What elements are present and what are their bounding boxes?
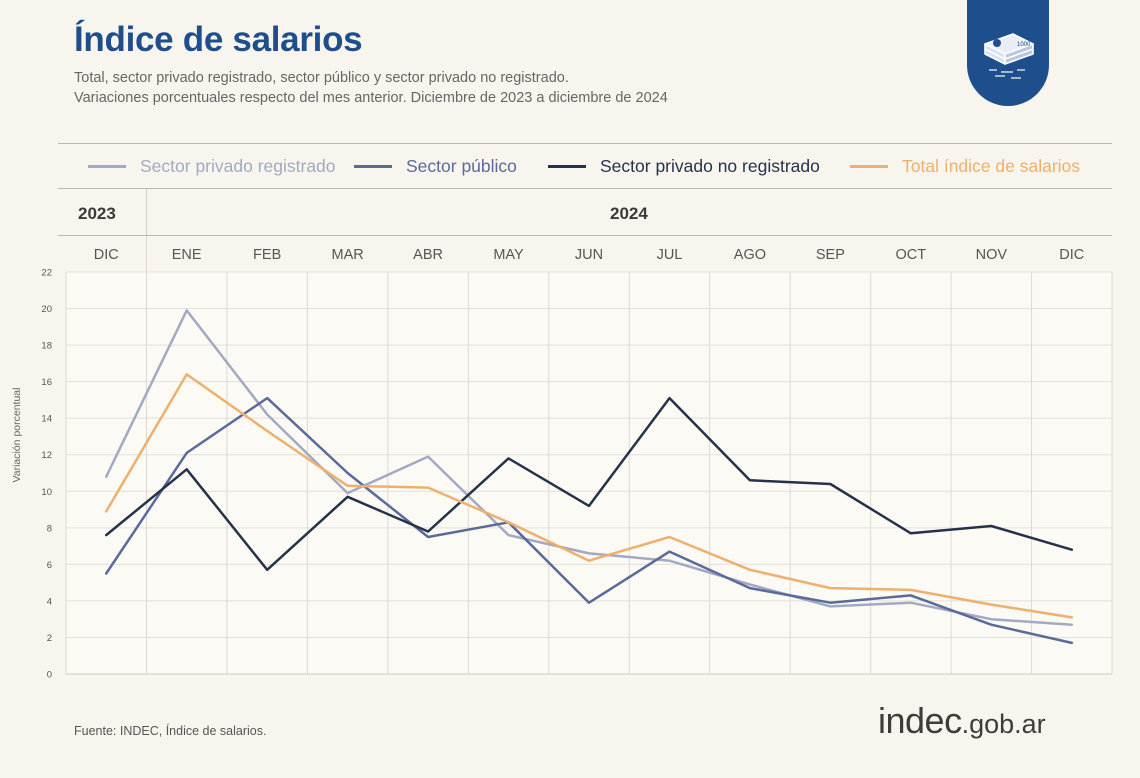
chart-legend: Sector privado registrado Sector público…: [58, 143, 1112, 189]
plot-area: [66, 272, 1112, 674]
logo-main: indec: [878, 700, 962, 741]
y-tick-label: 16: [41, 377, 52, 388]
x-tick-label: SEP: [816, 247, 845, 263]
x-tick-label: ENE: [172, 247, 202, 263]
x-tick-label: AGO: [734, 247, 766, 263]
y-tick-label: 14: [41, 414, 52, 425]
y-tick-label: 10: [41, 487, 52, 498]
legend-swatch: [88, 165, 126, 168]
year-label-2024: 2024: [610, 204, 648, 223]
series-line-3: [104, 373, 1074, 619]
legend-swatch: [850, 165, 888, 168]
legend-swatch: [548, 165, 586, 168]
y-tick-label: 2: [47, 633, 52, 644]
x-tick-label: FEB: [253, 247, 281, 263]
legend-item-privado-no-registrado: Sector privado no registrado: [548, 156, 820, 177]
chart-subtitle-2: Variaciones porcentuales respecto del me…: [74, 90, 668, 106]
series-line-0: [104, 309, 1074, 626]
y-tick-label: 22: [41, 268, 52, 279]
y-tick-label: 8: [47, 523, 52, 534]
year-header: 2023 2024: [58, 189, 1112, 236]
year-divider: [146, 189, 147, 235]
legend-label: Total índice de salarios: [902, 156, 1081, 176]
x-tick-label: NOV: [976, 247, 1008, 263]
series-line-2: [104, 396, 1074, 572]
legend-label: Sector privado registrado: [140, 156, 336, 176]
legend-item-publico: Sector público: [354, 156, 517, 177]
indec-logo: indec.gob.ar: [878, 700, 1046, 742]
y-tick-label: 6: [47, 560, 52, 571]
svg-text:1000: 1000: [1017, 42, 1031, 48]
y-tick-label: 0: [47, 670, 52, 681]
x-tick-label: ABR: [413, 247, 443, 263]
legend-label: Sector privado no registrado: [600, 156, 820, 176]
x-tick-label: MAR: [331, 247, 363, 263]
x-tick-label: MAY: [493, 247, 524, 263]
x-tick-label: DIC: [94, 247, 119, 263]
y-tick-label: 18: [41, 341, 52, 352]
x-tick-label: JUN: [575, 247, 603, 263]
y-tick-label: 12: [41, 450, 52, 461]
y-tick-label: 20: [41, 304, 52, 315]
chart-subtitle-1: Total, sector privado registrado, sector…: [74, 70, 569, 86]
series-line-1: [104, 396, 1074, 645]
legend-item-privado-registrado: Sector privado registrado: [88, 156, 336, 177]
y-axis-label: Variación porcentual: [11, 388, 23, 483]
x-tick-label: DIC: [1059, 247, 1084, 263]
logo-suffix: .gob.ar: [961, 709, 1046, 739]
legend-label: Sector público: [406, 156, 517, 176]
year-label-2023: 2023: [78, 204, 116, 223]
y-tick-label: 4: [47, 596, 52, 607]
indec-badge: 1000: [967, 0, 1049, 106]
legend-swatch: [354, 165, 392, 168]
legend-item-total: Total índice de salarios: [850, 156, 1080, 177]
x-tick-label: OCT: [896, 247, 927, 263]
x-tick-label: JUL: [657, 247, 683, 263]
source-note: Fuente: INDEC, Índice de salarios.: [74, 724, 267, 738]
chart-title: Índice de salarios: [74, 20, 363, 59]
money-stack-icon: 1000: [984, 33, 1034, 79]
